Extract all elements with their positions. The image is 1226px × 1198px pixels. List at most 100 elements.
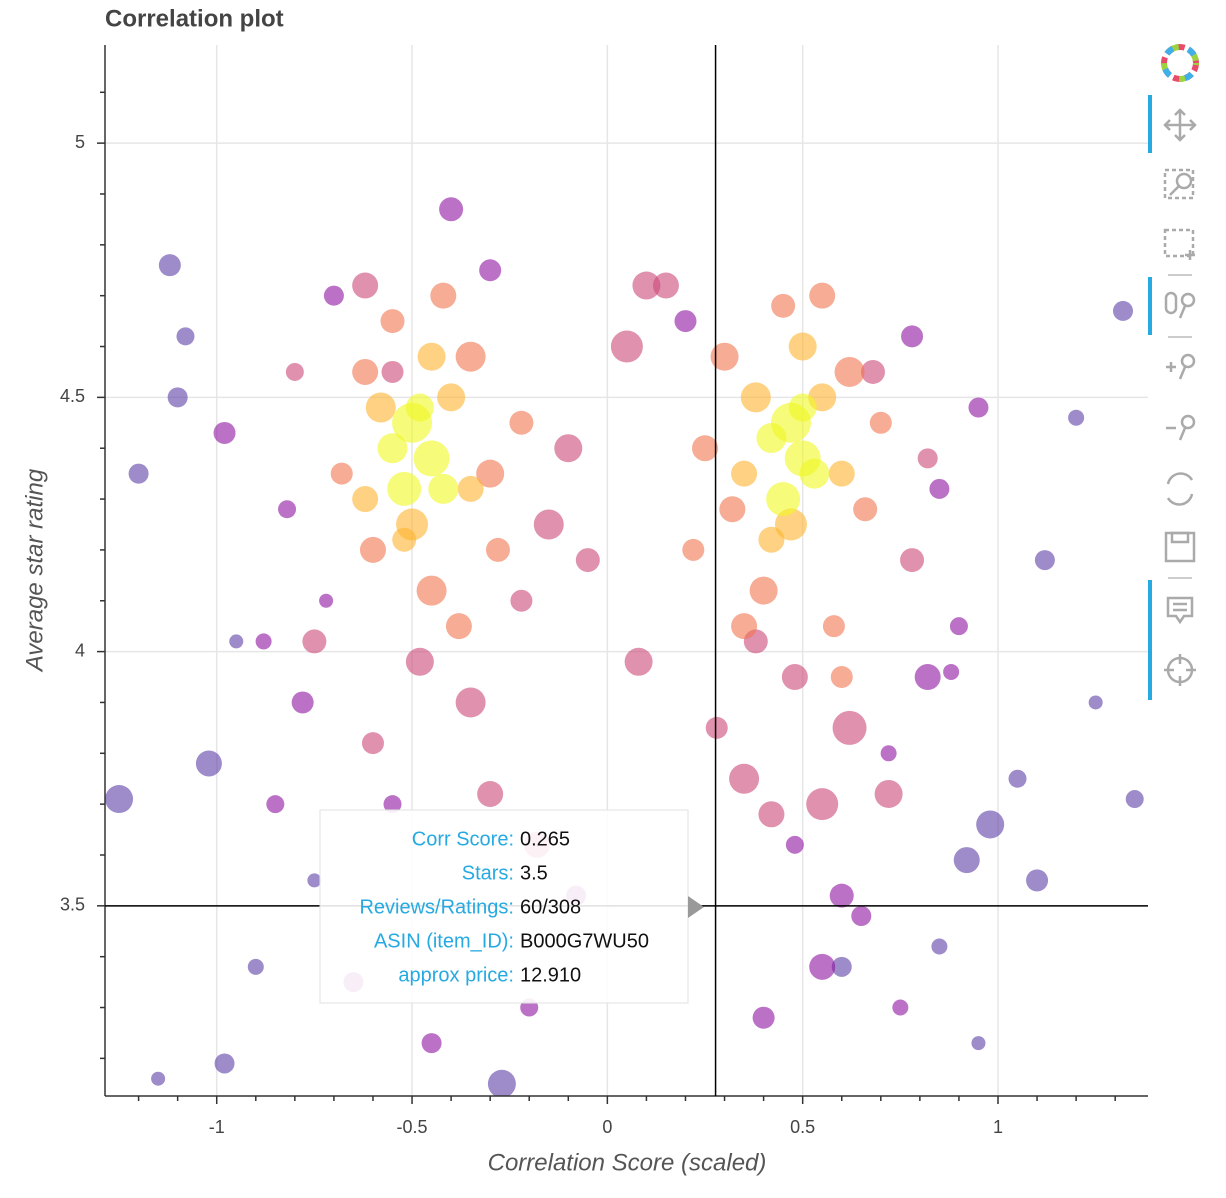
- point: [880, 745, 897, 762]
- point: [195, 750, 222, 777]
- point: [710, 342, 739, 371]
- point: [756, 423, 787, 454]
- point: [278, 500, 297, 519]
- point: [822, 615, 845, 638]
- point: [1034, 550, 1055, 571]
- point: [105, 785, 134, 814]
- point: [766, 482, 801, 517]
- tooltip-value: 3.5: [520, 862, 548, 884]
- point: [430, 282, 457, 309]
- point: [809, 282, 836, 309]
- point: [319, 593, 334, 608]
- point: [352, 358, 379, 385]
- save-tool[interactable]: [1164, 531, 1196, 563]
- points: [105, 197, 1144, 1096]
- point: [632, 271, 661, 300]
- point: [1068, 409, 1085, 426]
- point: [705, 716, 728, 739]
- x-tick-label: 0.5: [790, 1117, 815, 1137]
- point: [323, 285, 344, 306]
- point: [1088, 695, 1103, 710]
- point: [413, 440, 450, 477]
- point: [352, 272, 379, 299]
- point: [266, 795, 285, 814]
- point: [830, 666, 853, 689]
- point: [167, 387, 188, 408]
- point: [554, 434, 583, 463]
- point: [869, 411, 892, 434]
- chart-title: Correlation plot: [105, 5, 284, 32]
- point: [610, 330, 643, 363]
- point: [788, 393, 817, 422]
- point: [758, 526, 785, 553]
- point: [439, 197, 464, 222]
- point: [437, 383, 466, 412]
- point: [307, 873, 322, 888]
- point: [652, 272, 679, 299]
- point: [359, 536, 386, 563]
- point: [892, 999, 909, 1016]
- point: [365, 392, 396, 423]
- point: [931, 938, 948, 955]
- y-tick-label: 4: [75, 640, 85, 660]
- point: [788, 332, 817, 361]
- tooltip-value: 0.265: [520, 828, 570, 850]
- point: [158, 254, 181, 277]
- crosshair-tool[interactable]: [1164, 654, 1196, 686]
- zoom-out-tool[interactable]: [1166, 414, 1196, 441]
- pan-tool[interactable]: [1163, 108, 1197, 142]
- point: [445, 613, 472, 640]
- zoom-in-tool[interactable]: [1166, 353, 1196, 380]
- tooltip-value: 12.910: [520, 964, 581, 986]
- point: [860, 359, 885, 384]
- point: [917, 448, 938, 469]
- toolbar-active: [1148, 580, 1152, 700]
- tooltip-label: Stars:: [462, 862, 514, 884]
- point: [731, 613, 758, 640]
- y-tick-label: 4.5: [60, 386, 85, 406]
- point: [914, 664, 941, 691]
- wheel-zoom-tool[interactable]: [1164, 291, 1196, 319]
- box-zoom-tool[interactable]: [1163, 168, 1195, 200]
- point: [809, 953, 836, 980]
- point: [417, 342, 446, 371]
- point: [874, 779, 903, 808]
- x-axis-label: Correlation Score (scaled): [488, 1149, 767, 1176]
- point: [428, 473, 459, 504]
- point: [943, 663, 960, 680]
- point: [151, 1071, 166, 1086]
- tooltip: Corr Score: 0.265 Stars: 3.5 Reviews/Ratings…: [319, 809, 704, 1004]
- point: [383, 795, 402, 814]
- point: [771, 293, 796, 318]
- bokeh-logo[interactable]: [1161, 44, 1199, 82]
- point: [509, 410, 534, 435]
- point: [416, 575, 447, 606]
- hover-tool[interactable]: [1166, 596, 1194, 625]
- point: [901, 325, 924, 348]
- point: [487, 1069, 516, 1096]
- point: [785, 835, 804, 854]
- point: [380, 309, 405, 334]
- tooltip-label: approx price:: [398, 964, 514, 986]
- x-tick-label: -1: [209, 1117, 225, 1137]
- reset-tool[interactable]: [1166, 472, 1194, 506]
- point: [832, 710, 867, 745]
- tooltip-value: B000G7WU50: [520, 930, 649, 952]
- point: [834, 356, 865, 387]
- toolbar: [1148, 44, 1199, 700]
- point: [900, 548, 925, 573]
- y-tick-label: 3.5: [60, 895, 85, 915]
- point: [291, 691, 314, 714]
- point: [749, 576, 778, 605]
- point: [953, 847, 980, 874]
- y-axis-label: Average star rating: [21, 468, 48, 673]
- point: [377, 433, 408, 464]
- box-select-tool[interactable]: [1163, 228, 1195, 260]
- point: [330, 462, 353, 485]
- point: [774, 508, 807, 541]
- point: [1112, 300, 1133, 321]
- point: [176, 327, 195, 346]
- point: [806, 788, 839, 821]
- x-tick-label: -0.5: [397, 1117, 428, 1137]
